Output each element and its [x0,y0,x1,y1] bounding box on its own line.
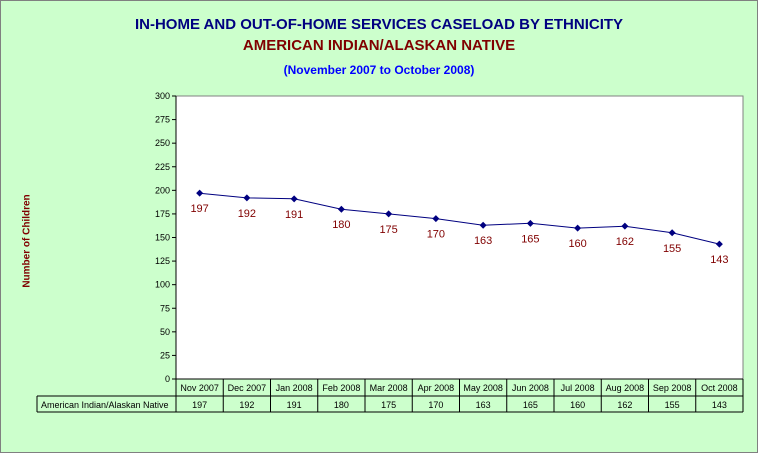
x-tick-label: Jul 2008 [561,383,595,393]
data-table-value: 170 [428,400,443,410]
data-table-value: 143 [712,400,727,410]
data-label: 192 [238,208,256,220]
data-label: 175 [379,224,397,236]
data-label: 143 [710,254,728,266]
data-label: 165 [521,233,539,245]
x-tick-label: May 2008 [463,383,503,393]
data-table-value: 155 [665,400,680,410]
data-table-value: 165 [523,400,538,410]
x-tick-label: Jan 2008 [276,383,313,393]
data-point [432,215,440,223]
x-tick-label: Aug 2008 [606,383,645,393]
data-point [668,229,676,237]
y-tick-label: 125 [155,256,170,266]
y-tick-label: 25 [160,350,170,360]
data-point [337,205,345,213]
x-tick-label: Feb 2008 [322,383,360,393]
y-tick-label: 250 [155,138,170,148]
data-label: 197 [190,203,208,215]
data-table-value: 192 [239,400,254,410]
y-tick-label: 50 [160,327,170,337]
y-tick-label: 0 [165,374,170,384]
y-tick-label: 75 [160,303,170,313]
data-label: 160 [568,238,586,250]
y-tick-label: 175 [155,209,170,219]
series-line [199,192,720,245]
x-tick-label: Nov 2007 [180,383,219,393]
data-point [290,195,298,203]
plot-area [175,95,744,380]
data-table-value: 175 [381,400,396,410]
y-tick-label: 225 [155,162,170,172]
x-tick-label: Dec 2007 [228,383,267,393]
data-table-series-name: American Indian/Alaskan Native [41,400,169,410]
x-tick-label: Jun 2008 [512,383,549,393]
data-table-value: 163 [476,400,491,410]
data-label: 191 [285,209,303,221]
data-point [621,222,629,230]
data-table-value: 180 [334,400,349,410]
x-tick-label: Oct 2008 [701,383,738,393]
x-tick-label: Apr 2008 [418,383,455,393]
data-label: 170 [427,229,445,241]
data-point [479,221,487,229]
data-label: 162 [616,236,634,248]
data-label: 155 [663,243,681,255]
y-tick-label: 200 [155,185,170,195]
data-point [574,224,582,232]
x-tick-label: Sep 2008 [653,383,692,393]
chart-subtitle: AMERICAN INDIAN/ALASKAN NATIVE [242,37,516,54]
data-point [526,219,534,227]
y-tick-label: 100 [155,280,170,290]
data-point [243,194,251,202]
chart-period: (November 2007 to October 2008) [283,63,475,77]
x-tick-label: Mar 2008 [370,383,408,393]
data-table-value: 162 [617,400,632,410]
data-table-value: 197 [192,400,207,410]
data-table-value: 160 [570,400,585,410]
data-point [385,210,393,218]
chart-title: IN-HOME AND OUT-OF-HOME SERVICES CASELOA… [134,16,624,33]
data-point [196,189,204,197]
y-tick-label: 275 [155,115,170,125]
y-tick-label: 150 [155,233,170,243]
data-table-value: 191 [287,400,302,410]
y-tick-label: 300 [155,91,170,101]
data-label: 163 [474,235,492,247]
data-point [715,240,723,248]
data-label: 180 [332,219,350,231]
